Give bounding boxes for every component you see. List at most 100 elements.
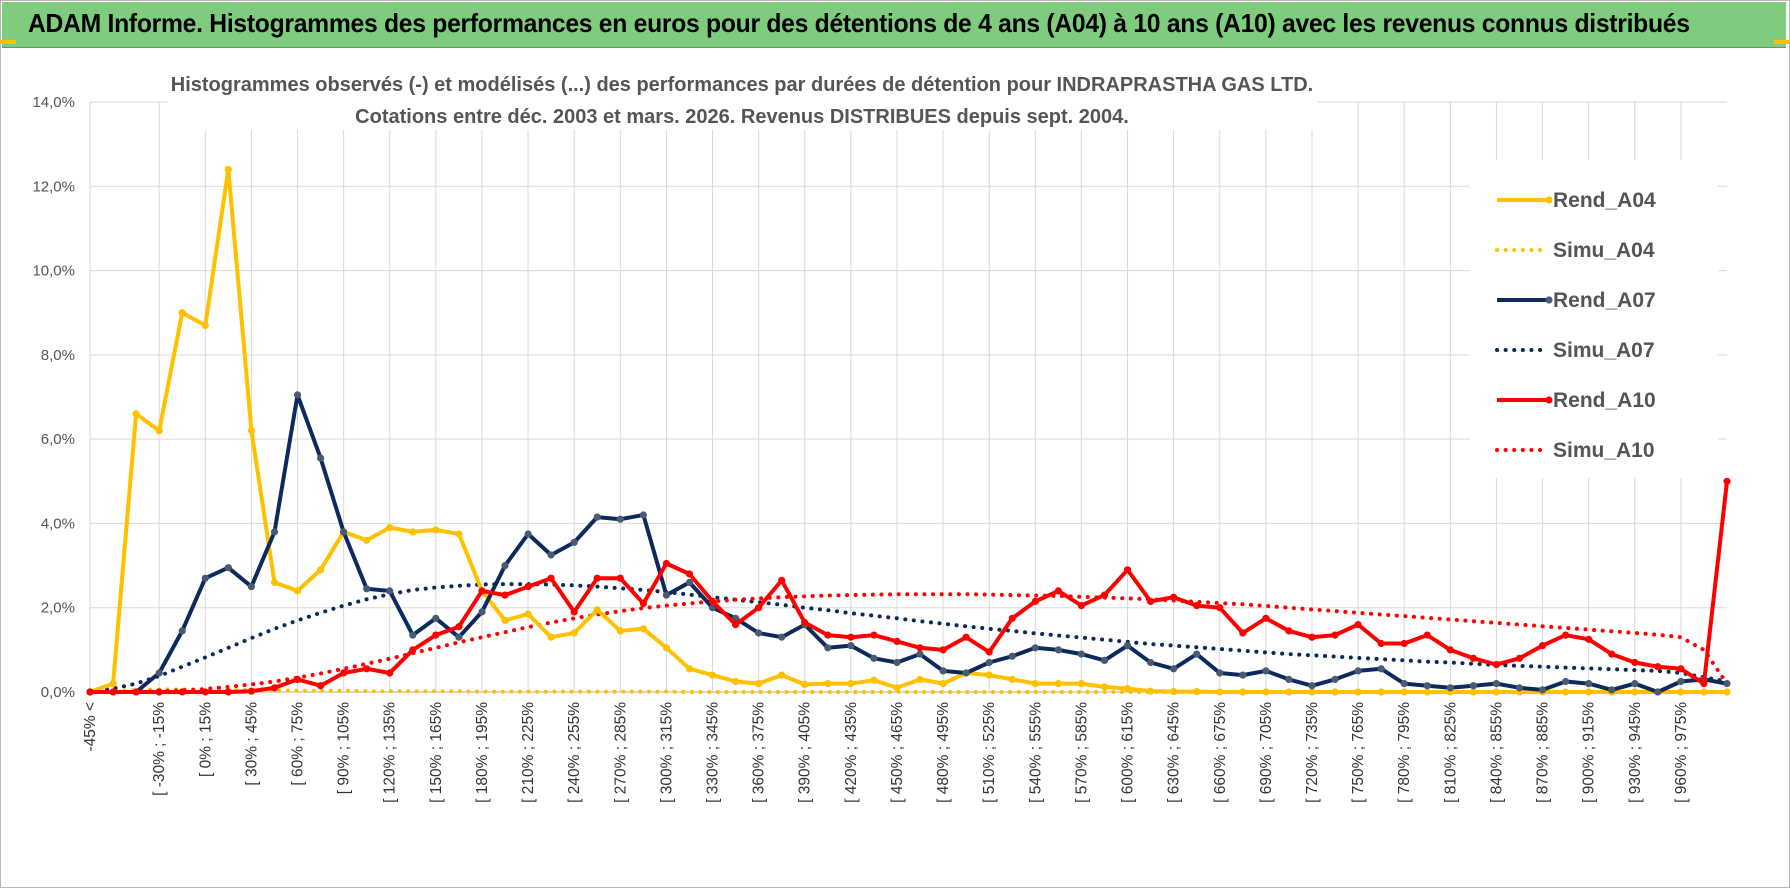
data-point — [1100, 656, 1109, 665]
series-rend_a04 — [86, 165, 1731, 696]
x-tick-label: [ 450% ; 465% — [889, 702, 906, 803]
data-point — [1677, 665, 1685, 673]
data-point — [1700, 688, 1708, 696]
data-point — [270, 528, 279, 536]
data-point — [1054, 646, 1062, 654]
data-point — [593, 513, 601, 521]
legend-item-rend_a04: Rend_A04 — [1497, 189, 1656, 212]
data-point — [1515, 684, 1524, 692]
data-point — [1170, 665, 1178, 673]
data-point — [293, 675, 302, 684]
legend-marker — [1545, 196, 1553, 204]
legend-item-simu_a10: Simu_A10 — [1495, 439, 1655, 462]
legend-label: Rend_A04 — [1553, 189, 1656, 212]
data-point — [178, 309, 186, 317]
x-axis-labels: -45% < [ -30% ; -15% [ 0% ; 15% [ 30% ; 45%… — [82, 702, 1690, 803]
data-point — [1123, 642, 1132, 650]
data-point — [1400, 639, 1408, 648]
data-point — [1193, 650, 1201, 658]
data-point — [1723, 477, 1731, 485]
data-point — [939, 667, 947, 675]
data-point — [1423, 631, 1431, 639]
x-tick-label: [ 630% ; 645% — [1166, 702, 1183, 803]
data-point — [270, 578, 279, 587]
data-point — [1308, 633, 1316, 641]
series-rend_a07 — [86, 391, 1731, 696]
data-point — [109, 688, 117, 696]
legend-label: Simu_A10 — [1553, 439, 1655, 462]
data-point — [847, 633, 855, 641]
data-point — [939, 646, 947, 654]
data-point — [1054, 680, 1062, 688]
chart-grid — [89, 101, 1727, 693]
x-tick-label: -45% < — [82, 702, 99, 752]
legend-item-rend_a10: Rend_A10 — [1497, 389, 1656, 412]
x-tick-label: [ 780% ; 795% — [1396, 702, 1413, 803]
series-line — [88, 582, 1729, 694]
x-tick-label: [ 720% ; 735% — [1304, 702, 1321, 803]
data-point — [847, 680, 855, 688]
data-point — [824, 631, 832, 639]
y-tick-label: 6,0% — [41, 431, 75, 448]
chart-title-background — [168, 68, 1318, 130]
data-point — [593, 606, 601, 614]
data-point — [155, 688, 163, 696]
data-point — [985, 658, 993, 667]
data-point — [1654, 688, 1662, 696]
data-point — [224, 564, 232, 572]
legend-label: Rend_A10 — [1553, 389, 1656, 412]
data-point — [386, 587, 394, 595]
x-tick-label: [ 750% ; 765% — [1350, 702, 1367, 803]
data-point — [778, 671, 786, 679]
data-point — [916, 644, 924, 652]
data-point — [224, 165, 232, 173]
data-point — [870, 654, 878, 662]
data-point — [1331, 688, 1339, 696]
data-point — [755, 629, 763, 637]
series-layer — [86, 165, 1731, 696]
x-tick-label: [ 270% ; 285% — [612, 702, 629, 803]
series-line — [88, 592, 1729, 694]
series-simu_a04 — [88, 687, 1729, 694]
chart-subtitle: Cotations entre déc. 2003 et mars. 2026.… — [355, 106, 1129, 128]
data-point — [616, 515, 624, 523]
data-point — [317, 566, 325, 574]
data-point — [1008, 614, 1016, 622]
x-tick-label: [ 960% ; 975% — [1673, 702, 1690, 803]
data-point — [662, 559, 671, 568]
data-point — [293, 587, 302, 595]
x-tick-label: [ 60% ; 75% — [290, 702, 307, 786]
y-tick-label: 8,0% — [41, 347, 75, 364]
legend-item-simu_a04: Simu_A04 — [1495, 239, 1655, 262]
data-point — [1100, 683, 1109, 691]
data-point — [824, 680, 832, 688]
data-point — [1423, 688, 1431, 696]
data-point — [1031, 597, 1039, 606]
data-point — [916, 675, 924, 684]
corner-accent-right — [1774, 40, 1790, 44]
data-point — [1354, 667, 1362, 675]
data-point — [317, 454, 325, 462]
data-point — [962, 669, 970, 677]
data-point — [547, 633, 555, 641]
x-tick-label: [ 480% ; 495% — [935, 702, 952, 803]
data-point — [132, 410, 140, 418]
data-point — [570, 629, 578, 637]
data-point — [685, 578, 694, 587]
data-point — [201, 574, 209, 582]
data-point — [109, 680, 117, 688]
x-tick-label: [ 120% ; 135% — [382, 702, 399, 803]
data-point — [1723, 680, 1731, 688]
chart-title: Histogrammes observés (-) et modélisés (… — [171, 74, 1313, 96]
data-point — [1354, 688, 1362, 696]
data-point — [1492, 680, 1500, 688]
data-point — [1077, 602, 1085, 610]
data-point — [985, 648, 993, 656]
x-tick-label: [ 240% ; 255% — [566, 702, 583, 803]
data-point — [317, 682, 325, 690]
data-point — [247, 687, 255, 695]
legend: Rend_A04 Simu_A04 Rend_A07 Simu_A07 Rend_A10… — [1470, 160, 1718, 478]
data-point — [1308, 682, 1316, 690]
data-point — [1400, 680, 1408, 688]
data-point — [639, 625, 648, 633]
